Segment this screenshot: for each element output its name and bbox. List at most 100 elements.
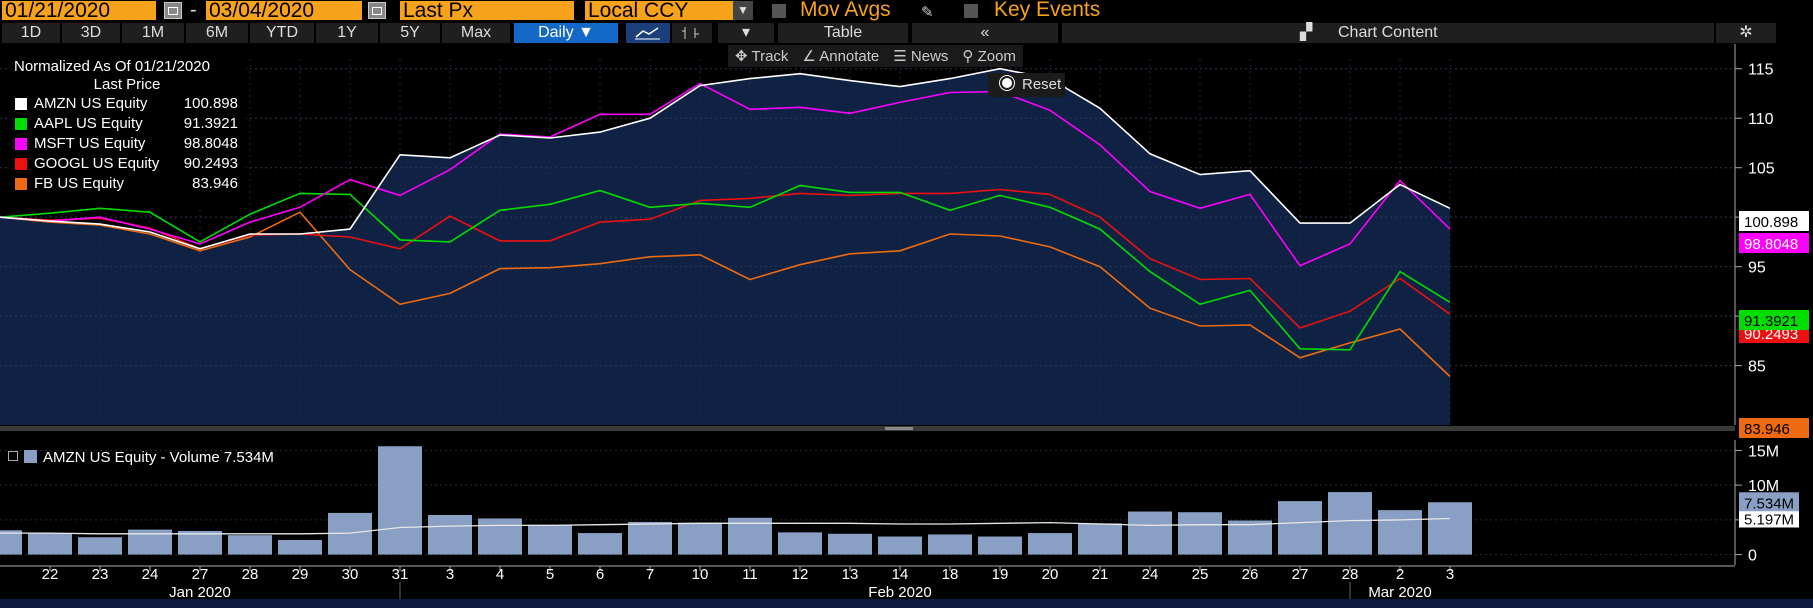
reset-button[interactable]: Reset	[988, 73, 1065, 97]
legend-swatch	[15, 178, 27, 190]
date-separator: -	[190, 0, 197, 21]
annotate-icon: ∠	[802, 48, 820, 65]
key-events-label: Key Events	[994, 0, 1101, 21]
start-calendar-icon[interactable]	[164, 2, 182, 19]
legend-item-aapl[interactable]: AAPL US Equity 91.3921	[8, 114, 246, 134]
x-tick-label: 5	[546, 566, 554, 583]
volume-bar	[878, 536, 922, 555]
end-date-field[interactable]: 03/04/2020	[206, 1, 362, 20]
x-tick-label: 19	[992, 566, 1009, 583]
badge-label-msft: 98.8048	[1744, 236, 1798, 253]
track-button[interactable]: ✥ Track	[735, 48, 789, 65]
volume-bar	[1128, 511, 1172, 555]
x-tick-label: 18	[942, 566, 959, 583]
x-tick-label: 27	[1292, 566, 1309, 583]
x-tick-label: 27	[192, 566, 209, 583]
mov-avgs-checkbox[interactable]	[772, 4, 786, 18]
pencil-icon[interactable]: ✎	[921, 4, 934, 21]
badge-amzn	[1739, 211, 1809, 231]
key-events-checkbox[interactable]	[964, 4, 978, 18]
x-tick-label: 31	[392, 566, 409, 583]
pane-separator	[0, 426, 1735, 431]
news-button[interactable]: ☰ News	[893, 48, 949, 65]
start-date-field[interactable]: 01/21/2020	[2, 1, 156, 20]
ma-badge	[1739, 509, 1799, 528]
annotate-button[interactable]: ∠ Annotate	[802, 48, 880, 65]
currency-chevron-down-icon[interactable]: ▼	[733, 1, 753, 20]
period-1d-button[interactable]: 1D	[2, 23, 60, 43]
gear-icon[interactable]: ✲	[1716, 23, 1776, 43]
legend-series-value: 83.946	[192, 175, 238, 192]
radio-icon	[1000, 76, 1014, 90]
period-max-button[interactable]: Max	[442, 23, 510, 43]
line-chart-icon[interactable]	[626, 23, 670, 43]
badge-aapl	[1739, 310, 1809, 330]
period-1y-button[interactable]: 1Y	[316, 23, 378, 43]
ohlc-chart-icon[interactable]	[672, 23, 712, 43]
x-tick-label: 21	[1092, 566, 1109, 583]
legend-swatch	[15, 158, 27, 170]
news-icon: ☰	[893, 48, 911, 65]
end-calendar-icon[interactable]	[368, 2, 386, 19]
x-tick-label: 2	[1396, 566, 1404, 583]
legend-title: Normalized As Of 01/21/2020	[14, 58, 210, 75]
legend-item-amzn[interactable]: AMZN US Equity 100.898	[8, 94, 246, 114]
volume-bar	[28, 533, 72, 555]
period-5y-button[interactable]: 5Y	[380, 23, 440, 43]
series-line-fb	[0, 211, 1451, 378]
badge-label-googl: 90.2493	[1744, 326, 1798, 343]
legend-series-name: AAPL US Equity	[34, 115, 143, 132]
volume-bar	[1378, 510, 1422, 555]
x-tick-label: 24	[142, 566, 159, 583]
legend-swatch	[15, 138, 27, 150]
legend-series-name: FB US Equity	[34, 175, 125, 192]
chart-content-label: Chart Content	[1338, 24, 1438, 41]
legend-item-msft[interactable]: MSFT US Equity 98.8048	[8, 134, 246, 154]
volume-bar	[278, 540, 322, 555]
legend-item-fb[interactable]: FB US Equity 83.946	[8, 174, 246, 194]
zoom-button[interactable]: ⚲ Zoom	[962, 48, 1016, 65]
chart-type-chevron-down-icon[interactable]: ▾	[718, 23, 774, 43]
field-select[interactable]: Last Px	[400, 1, 574, 20]
x-tick-label: 3	[446, 566, 454, 583]
volume-bar	[378, 446, 422, 555]
volume-badge-label: 7.534M	[1744, 495, 1794, 512]
vol-tick-15M: 15M	[1748, 443, 1779, 460]
period-ytd-button[interactable]: YTD	[250, 23, 314, 43]
x-tick-label: 23	[92, 566, 109, 583]
table-button[interactable]: Table	[778, 23, 908, 43]
toolbar-periods: 1D 3D 1M 6M YTD 1Y 5Y Max Daily ▼ ▾ Tabl…	[0, 23, 1813, 44]
volume-bar	[0, 530, 22, 555]
price-tick-105: 105	[1748, 161, 1775, 178]
x-tick-label: 14	[892, 566, 909, 583]
period-6m-button[interactable]: 6M	[186, 23, 248, 43]
volume-bar	[428, 515, 472, 555]
currency-select[interactable]: Local CCY	[585, 1, 733, 20]
x-tick-label: 28	[242, 566, 259, 583]
legend-subtitle: Last Price	[93, 76, 161, 93]
period-1m-button[interactable]: 1M	[122, 23, 184, 43]
x-tick-label: 12	[792, 566, 809, 583]
collapse-chevron-left-icon[interactable]: «	[912, 23, 1058, 43]
vol-tick-10M: 10M	[1748, 478, 1779, 495]
frequency-select[interactable]: Daily ▼	[514, 23, 618, 43]
bottom-bar	[0, 599, 1813, 608]
x-tick-label: 26	[1242, 566, 1259, 583]
chart-content-button[interactable]: ▞ Chart Content	[1062, 23, 1714, 43]
ma-badge-label: 5.197M	[1744, 511, 1794, 528]
expand-icon[interactable]	[8, 451, 18, 461]
x-tick-label: 11	[742, 566, 758, 583]
badge-fb	[1739, 418, 1809, 438]
x-tick-label: 3	[1446, 566, 1454, 583]
series-line-aapl	[0, 184, 1451, 351]
badge-msft	[1739, 233, 1809, 253]
legend-series-name: MSFT US Equity	[34, 135, 146, 152]
period-3d-button[interactable]: 3D	[62, 23, 120, 43]
month-label: Jan 2020	[169, 584, 231, 601]
price-area-fill	[0, 68, 1450, 425]
legend-item-googl[interactable]: GOOGL US Equity 90.2493	[8, 154, 246, 174]
crosshair-icon: ✥	[735, 48, 752, 65]
month-label: Mar 2020	[1368, 584, 1431, 601]
price-tick-85: 85	[1748, 359, 1766, 376]
